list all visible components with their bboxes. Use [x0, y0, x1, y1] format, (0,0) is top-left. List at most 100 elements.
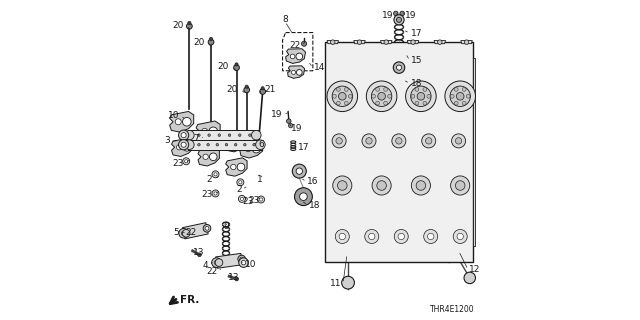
Text: 20: 20	[173, 21, 184, 30]
Circle shape	[376, 87, 380, 91]
Text: 2: 2	[207, 175, 212, 184]
Circle shape	[332, 94, 336, 98]
Text: 16: 16	[307, 177, 319, 186]
Polygon shape	[434, 41, 445, 44]
Circle shape	[348, 94, 352, 98]
Circle shape	[244, 143, 246, 146]
Polygon shape	[216, 253, 243, 268]
Circle shape	[209, 127, 218, 136]
Circle shape	[344, 87, 348, 91]
Circle shape	[366, 138, 372, 144]
Circle shape	[415, 101, 419, 105]
Circle shape	[438, 40, 442, 44]
Circle shape	[230, 164, 236, 170]
Circle shape	[371, 86, 392, 107]
Circle shape	[261, 87, 264, 90]
Circle shape	[462, 101, 466, 105]
Circle shape	[296, 53, 303, 60]
Text: 11: 11	[330, 279, 342, 288]
Circle shape	[428, 233, 434, 240]
Text: 3: 3	[164, 136, 170, 145]
Circle shape	[376, 101, 380, 105]
Polygon shape	[461, 41, 472, 44]
Circle shape	[239, 134, 241, 136]
Text: 23: 23	[248, 196, 259, 205]
Circle shape	[245, 146, 251, 152]
Circle shape	[406, 81, 436, 112]
Text: 20: 20	[193, 38, 205, 47]
Polygon shape	[172, 138, 193, 156]
Circle shape	[207, 143, 209, 146]
Circle shape	[237, 179, 244, 186]
Text: 8: 8	[282, 15, 288, 24]
Circle shape	[383, 87, 387, 91]
Circle shape	[240, 257, 244, 261]
Circle shape	[333, 176, 352, 195]
Text: 19: 19	[291, 124, 302, 132]
Circle shape	[330, 40, 335, 44]
Circle shape	[339, 92, 346, 100]
Circle shape	[287, 119, 291, 123]
Circle shape	[237, 137, 245, 146]
Circle shape	[342, 276, 355, 289]
Circle shape	[292, 164, 307, 178]
Circle shape	[225, 143, 228, 146]
Circle shape	[423, 87, 427, 91]
Circle shape	[188, 21, 191, 25]
Circle shape	[205, 227, 209, 230]
Circle shape	[396, 138, 402, 144]
Text: 23: 23	[172, 159, 184, 168]
Text: 20: 20	[227, 85, 238, 94]
Circle shape	[332, 86, 353, 107]
Circle shape	[454, 101, 458, 105]
Circle shape	[388, 94, 392, 98]
Circle shape	[301, 41, 307, 46]
Circle shape	[294, 188, 312, 205]
Circle shape	[218, 134, 221, 136]
Circle shape	[383, 101, 387, 105]
Circle shape	[456, 138, 462, 144]
Circle shape	[183, 143, 191, 151]
Circle shape	[396, 65, 401, 70]
Circle shape	[372, 94, 376, 98]
Circle shape	[255, 140, 265, 149]
Circle shape	[182, 158, 189, 165]
Circle shape	[181, 132, 186, 138]
Circle shape	[394, 11, 398, 16]
Circle shape	[214, 192, 217, 195]
Circle shape	[372, 176, 391, 195]
Circle shape	[369, 233, 375, 240]
Circle shape	[239, 196, 246, 202]
Circle shape	[394, 62, 404, 73]
Circle shape	[291, 54, 295, 59]
Circle shape	[339, 233, 346, 240]
Circle shape	[398, 233, 404, 240]
Polygon shape	[182, 223, 208, 239]
Circle shape	[412, 176, 431, 195]
Text: 23: 23	[242, 197, 253, 206]
Circle shape	[245, 85, 248, 88]
Text: 19: 19	[383, 12, 394, 20]
Text: 22: 22	[206, 267, 218, 276]
Circle shape	[244, 87, 250, 93]
Polygon shape	[188, 140, 262, 150]
Text: 1: 1	[257, 175, 262, 184]
Circle shape	[423, 101, 427, 105]
Text: 21: 21	[264, 85, 275, 94]
Circle shape	[253, 143, 255, 146]
Circle shape	[181, 142, 186, 147]
Circle shape	[392, 134, 406, 148]
Text: 23: 23	[201, 190, 212, 199]
Circle shape	[296, 69, 302, 75]
Circle shape	[452, 134, 466, 148]
Circle shape	[365, 229, 379, 244]
Circle shape	[235, 277, 239, 281]
Circle shape	[260, 89, 266, 94]
Text: 18: 18	[411, 79, 422, 88]
Text: THR4E1200: THR4E1200	[430, 305, 474, 314]
Circle shape	[289, 123, 293, 128]
Circle shape	[427, 94, 431, 98]
Circle shape	[462, 87, 466, 91]
Text: 13: 13	[193, 248, 204, 257]
Circle shape	[214, 173, 217, 176]
